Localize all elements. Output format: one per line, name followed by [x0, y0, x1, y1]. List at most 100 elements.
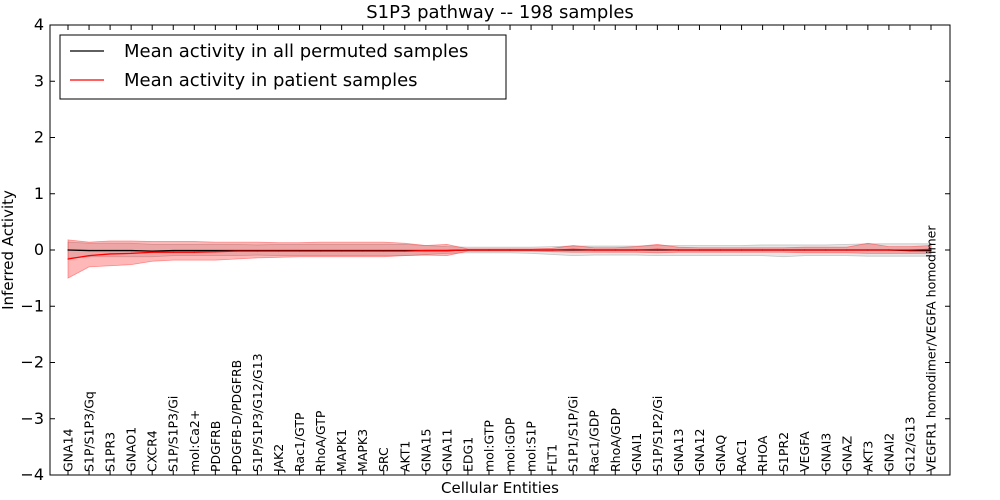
legend-box: [59, 34, 507, 100]
point-patient: [172, 251, 174, 253]
legend-patient-label: Mean activity in patient samples: [124, 70, 418, 91]
x-tick-label: GNAI2: [881, 433, 896, 472]
point-patient: [383, 250, 385, 252]
point-patient: [509, 249, 511, 251]
point-patient: [740, 249, 743, 251]
x-tick-label: S1P/S1P3/G12/G13: [250, 353, 265, 472]
point-permuted: [67, 249, 69, 251]
x-tick-label: GNAI3: [818, 433, 833, 472]
point-patient: [214, 251, 216, 253]
x-tick-label: mol:GTP: [481, 420, 496, 472]
point-permuted: [172, 249, 174, 252]
x-tick-label: EDG1: [460, 437, 475, 472]
x-tick-label: Rac1/GTP: [292, 412, 307, 472]
point-patient: [404, 250, 406, 252]
point-patient: [635, 249, 637, 251]
x-tick-label: mol:S1P: [524, 421, 539, 472]
point-permuted: [151, 250, 153, 252]
x-tick-label: Rac1/GDP: [587, 410, 602, 472]
x-tick-label: VEGFR1 homodimer/VEGFA homodimer: [924, 225, 939, 472]
x-tick-label: PDGFRB: [208, 421, 223, 472]
x-tick-label: G12/G13: [902, 417, 917, 472]
point-patient: [846, 249, 848, 251]
point-patient: [193, 251, 195, 253]
point-patient: [888, 249, 890, 251]
y-tick-label: 2: [34, 128, 44, 147]
point-patient: [677, 249, 680, 251]
point-patient: [530, 249, 532, 251]
legend-permuted-label: Mean activity in all permuted samples: [124, 41, 468, 62]
point-permuted: [214, 249, 216, 252]
y-tick-label: 0: [34, 240, 44, 259]
point-patient: [698, 249, 701, 251]
point-patient: [277, 250, 280, 252]
x-tick-label: GNA12: [692, 429, 707, 473]
x-tick-label: S1PR3: [103, 432, 118, 472]
point-patient: [488, 249, 490, 251]
point-patient: [130, 252, 132, 254]
confidence-bands: [67, 239, 932, 279]
x-tick-label: GNA13: [671, 429, 686, 473]
point-permuted: [193, 249, 195, 252]
x-tick-label: mol:Ca2+: [187, 410, 202, 472]
point-patient: [867, 249, 869, 251]
y-tick-label: 4: [34, 15, 44, 34]
series-line-patient: [67, 248, 932, 260]
point-permuted: [109, 249, 111, 252]
point-patient: [551, 249, 553, 251]
x-tick-label: FLT1: [545, 444, 560, 472]
x-tick-label: RhoA/GDP: [608, 408, 623, 472]
point-patient: [783, 249, 785, 251]
point-patient: [467, 249, 469, 251]
point-patient: [319, 250, 322, 252]
x-tick-label: GNA11: [439, 429, 454, 473]
point-patient: [762, 249, 764, 251]
x-tick-label: PDGFB-D/PDGFRB: [229, 360, 244, 472]
point-permuted: [130, 249, 132, 252]
x-tick-label: S1PR2: [776, 432, 791, 472]
y-tick-label: 1: [34, 184, 44, 203]
x-tick-label: CXCR4: [145, 430, 160, 472]
point-patient: [362, 250, 364, 252]
point-patient: [593, 249, 595, 251]
y-tick-label: −3: [20, 409, 44, 428]
point-patient: [298, 250, 301, 252]
point-patient: [67, 258, 69, 260]
y-axis-ticks: −4 −3 −2 −1 0 1 2 3 4: [20, 15, 950, 484]
point-patient: [235, 250, 237, 252]
x-axis-title: Cellular Entities: [441, 479, 559, 497]
point-permuted: [930, 249, 932, 252]
y-tick-label: −2: [20, 353, 44, 372]
x-tick-label: RhoA/GTP: [313, 410, 328, 472]
point-patient: [446, 249, 448, 252]
x-tick-label: GNAO1: [124, 427, 139, 472]
x-tick-label: GNA14: [61, 428, 76, 472]
point-patient: [909, 249, 911, 251]
point-patient: [256, 250, 259, 252]
point-permuted: [88, 249, 90, 252]
point-patient: [341, 250, 343, 252]
point-patient: [930, 248, 932, 251]
point-patient: [719, 249, 722, 251]
x-tick-label: mol:GDP: [503, 417, 518, 472]
point-patient: [804, 249, 806, 251]
x-tick-label: S1P1/S1P/Gi: [566, 396, 581, 472]
x-axis-ticks: GNA14 S1P/S1P3/Gq S1PR3 GNAO1 CXCR4 S1P/S1P3/…: [61, 25, 939, 475]
x-tick-label: JAK2: [271, 444, 286, 473]
x-tick-label: GNAQ: [713, 435, 728, 472]
point-patient: [572, 248, 574, 251]
x-tick-label: GNAI1: [629, 433, 644, 472]
x-tick-label: VEGFA: [797, 431, 812, 472]
chart-title: S1P3 pathway -- 198 samples: [366, 2, 634, 23]
y-tick-label: −1: [20, 296, 44, 315]
x-tick-label: GNAZ: [839, 436, 854, 472]
x-tick-label: S1P/S1P3/Gq: [82, 391, 97, 472]
point-patient: [825, 249, 827, 251]
legend: Mean activity in all permuted samples Me…: [59, 34, 507, 100]
y-axis-title: Inferred Activity: [0, 190, 17, 310]
x-tick-label: SRC: [376, 447, 391, 472]
x-tick-label: S1P/S1P3/Gi: [166, 396, 181, 472]
x-tick-label: RHOA: [755, 435, 770, 472]
point-patient: [425, 249, 427, 252]
